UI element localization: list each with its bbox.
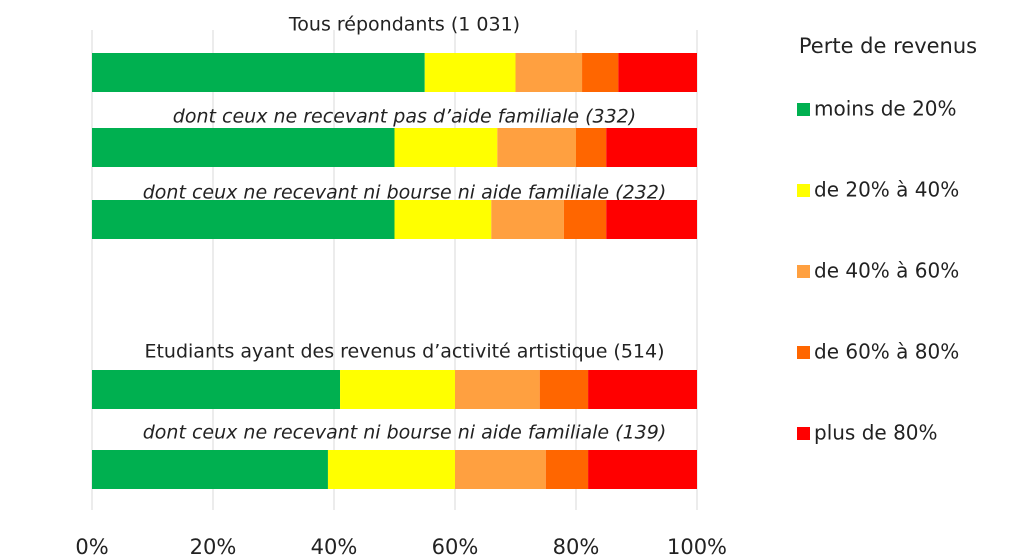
bar-segment: [92, 200, 395, 239]
category-label: Tous répondants (1 031): [288, 14, 520, 36]
bar-segment: [606, 200, 697, 239]
category-label: dont ceux ne recevant ni bourse ni aide …: [143, 422, 667, 444]
bar-segment: [394, 128, 498, 167]
bar-segment: [92, 128, 395, 167]
bar-segment: [424, 53, 516, 92]
legend-swatch: [797, 346, 810, 359]
x-tick-label: 80%: [553, 535, 600, 559]
bar-segment: [92, 370, 341, 409]
legend-label: de 20% à 40%: [814, 178, 959, 202]
legend-title: Perte de revenus: [799, 34, 977, 58]
bar-segment: [588, 450, 697, 489]
legend-label: de 60% à 80%: [814, 340, 959, 364]
x-tick-label: 60%: [432, 535, 479, 559]
legend-label: de 40% à 60%: [814, 259, 959, 283]
bar-segment: [539, 370, 589, 409]
bar-segment: [563, 200, 607, 239]
bar-segment: [92, 53, 425, 92]
bar-segment: [588, 370, 697, 409]
legend-swatch: [797, 184, 810, 197]
x-tick-label: 20%: [190, 535, 237, 559]
bar-segment: [394, 200, 492, 239]
x-tick-label: 40%: [311, 535, 358, 559]
legend-swatch: [797, 103, 810, 116]
bar-segment: [576, 128, 607, 167]
bar-segment: [515, 53, 583, 92]
bar-segment: [582, 53, 619, 92]
x-tick-label: 100%: [667, 535, 727, 559]
x-tick-label: 0%: [75, 535, 108, 559]
bar-segment: [92, 450, 328, 489]
bar-segment: [491, 200, 564, 239]
bar-segment: [340, 370, 455, 409]
bar-segment: [455, 370, 540, 409]
bar-segment: [606, 128, 697, 167]
category-label: Etudiants ayant des revenus d’activité a…: [144, 341, 664, 363]
bar-segment: [455, 450, 546, 489]
legend-swatch: [797, 265, 810, 278]
bar-segment: [497, 128, 576, 167]
legend-swatch: [797, 427, 810, 440]
bar-segment: [545, 450, 589, 489]
category-label: dont ceux ne recevant pas d’aide familia…: [173, 106, 636, 128]
category-label: dont ceux ne recevant ni bourse ni aide …: [143, 182, 667, 204]
legend-label: plus de 80%: [814, 421, 938, 445]
legend-label: moins de 20%: [814, 97, 957, 121]
bar-segment: [618, 53, 697, 92]
bar-segment: [327, 450, 455, 489]
